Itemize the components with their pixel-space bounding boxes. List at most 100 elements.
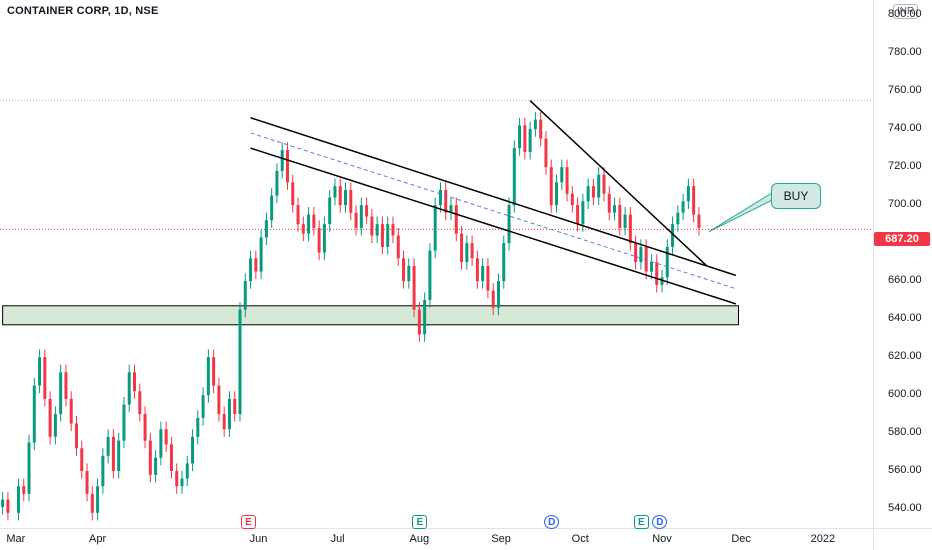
candle — [660, 277, 664, 285]
candle — [386, 224, 390, 247]
candle — [222, 414, 226, 430]
candle — [370, 216, 374, 236]
candle — [296, 205, 300, 225]
candle — [676, 212, 680, 225]
price-tick-label: 640.00 — [888, 312, 922, 325]
candle — [312, 214, 316, 228]
candle — [344, 189, 348, 206]
candle — [649, 262, 653, 272]
candle — [433, 205, 437, 251]
candle — [486, 265, 490, 291]
downtrend-line — [529, 100, 708, 267]
candle — [270, 195, 274, 221]
candle — [491, 290, 495, 308]
candle — [196, 417, 200, 437]
candle — [164, 429, 168, 445]
candle — [154, 457, 158, 475]
candle — [591, 186, 595, 198]
candle — [586, 186, 590, 202]
candle — [69, 398, 73, 424]
candle — [639, 246, 643, 263]
channel-midline — [250, 132, 737, 290]
candle — [180, 478, 184, 487]
candle — [285, 150, 289, 183]
price-tick-label: 720.00 — [888, 160, 922, 173]
candle — [74, 423, 78, 449]
candle — [460, 233, 464, 263]
candle — [417, 309, 421, 335]
time-tick-label: Oct — [571, 533, 589, 545]
candle — [496, 281, 500, 308]
candle — [148, 440, 152, 475]
chart-title: CONTAINER CORP, 1D, NSE — [7, 5, 159, 17]
candle — [396, 235, 400, 259]
time-tick-label: Jun — [249, 533, 268, 545]
time-tick-label: Sep — [491, 533, 511, 545]
candle — [322, 224, 326, 253]
candle — [1, 499, 5, 508]
candle — [338, 186, 342, 206]
price-tick-label: 740.00 — [888, 122, 922, 135]
candle — [423, 300, 427, 335]
candle — [122, 404, 126, 441]
candle — [449, 205, 453, 213]
candle — [671, 224, 675, 247]
price-tick-label: 780.00 — [888, 46, 922, 59]
candle — [623, 214, 627, 228]
candle — [280, 150, 284, 171]
candle — [375, 224, 379, 236]
candle — [22, 486, 26, 494]
candle — [90, 493, 94, 513]
candle — [613, 205, 617, 213]
candle — [523, 125, 527, 152]
candle — [380, 224, 384, 247]
candle — [185, 463, 189, 479]
candle — [533, 119, 537, 130]
time-tick-label: Mar — [6, 533, 26, 545]
candle — [264, 220, 268, 238]
candle — [64, 372, 68, 399]
buy-callout[interactable]: BUY — [771, 183, 821, 209]
candle — [544, 138, 548, 168]
candle — [259, 237, 263, 272]
candle — [27, 442, 31, 494]
candle — [169, 444, 173, 472]
candle — [138, 391, 142, 415]
channel-upper-line — [250, 117, 737, 277]
time-tick-label: Jul — [330, 533, 345, 545]
candle — [438, 189, 442, 206]
earnings-marker[interactable]: E — [633, 515, 649, 529]
candle — [349, 189, 353, 213]
candle — [6, 499, 10, 513]
candle — [127, 372, 131, 405]
candle — [644, 246, 648, 272]
candle — [212, 357, 216, 386]
earnings-marker[interactable]: E — [240, 515, 256, 529]
candle — [227, 398, 231, 430]
channel-lower-line — [250, 147, 737, 305]
candle — [111, 436, 115, 472]
candle — [16, 486, 20, 513]
earnings-marker[interactable]: E — [412, 515, 428, 529]
candle — [159, 429, 163, 458]
candle — [275, 170, 279, 196]
candle — [32, 385, 36, 443]
candle — [528, 129, 532, 152]
candle — [665, 246, 669, 278]
candle — [465, 243, 469, 263]
currency-selector[interactable]: INR — [893, 4, 919, 19]
time-tick-label: Dec — [731, 533, 751, 545]
candle — [470, 243, 474, 259]
dividend-marker[interactable]: D — [652, 515, 668, 529]
candle — [106, 436, 110, 456]
candle — [365, 205, 369, 217]
candle — [444, 189, 448, 213]
dividend-marker[interactable]: D — [544, 515, 560, 529]
candle — [317, 227, 321, 253]
candle — [359, 205, 363, 228]
candle — [233, 398, 237, 415]
candle — [85, 471, 89, 494]
time-tick-label: Apr — [89, 533, 107, 545]
candle — [628, 214, 632, 244]
